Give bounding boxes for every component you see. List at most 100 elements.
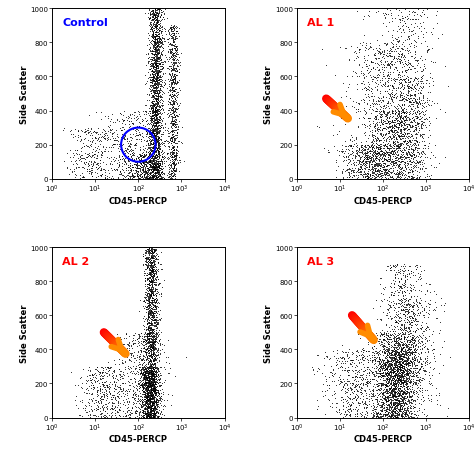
Point [393,403,401,411]
Point [371,355,379,363]
Point [80,129,87,137]
Point [345,386,352,393]
Point [406,119,414,127]
Point [383,110,391,118]
Point [155,311,163,319]
Point [152,174,159,181]
Point [400,133,407,140]
Point [412,175,419,183]
Point [142,400,149,407]
Point [338,149,346,157]
Point [369,65,376,72]
Point [386,364,394,372]
Point [150,378,158,385]
Point [153,129,161,137]
Point [171,127,178,134]
Point [411,145,419,152]
Point [133,172,140,179]
Point [149,356,156,363]
Point [155,56,163,63]
Point [153,78,160,86]
Point [142,366,149,373]
Point [395,405,402,413]
Point [149,364,156,371]
Point [136,392,144,400]
Point [408,337,416,344]
Point [146,382,154,389]
Point [169,103,177,111]
Point [373,144,381,151]
Point [383,376,390,383]
Point [145,120,152,127]
Point [358,43,365,50]
Point [146,301,154,308]
Point [156,114,164,122]
Point [377,141,384,148]
Point [147,25,155,33]
Point [150,130,157,137]
Point [146,266,153,273]
Point [376,150,383,157]
Point [390,379,397,386]
Point [379,170,386,177]
Point [158,24,166,31]
Point [148,278,155,285]
Point [147,412,155,419]
Point [416,150,423,157]
Point [360,145,367,152]
Point [412,112,419,119]
Point [401,53,408,60]
Point [148,111,156,118]
Point [153,111,161,118]
Point [385,349,393,356]
Point [147,408,155,415]
Point [144,408,152,415]
Point [389,393,397,400]
Point [147,385,155,392]
Point [383,339,391,347]
Point [172,108,179,116]
Point [377,364,384,371]
Point [146,281,153,288]
Point [390,170,398,178]
Point [147,84,155,91]
Point [146,41,153,48]
Point [163,56,171,64]
Point [153,303,161,310]
Point [151,45,159,53]
Point [170,139,177,146]
Point [376,331,384,339]
Point [140,152,147,160]
Point [149,269,157,276]
Point [136,376,143,384]
Point [148,38,156,45]
Point [360,114,367,121]
Point [94,136,102,143]
Point [151,404,158,411]
Point [356,399,364,407]
Point [426,155,434,162]
Point [149,57,157,64]
Point [384,340,392,347]
Point [383,359,390,366]
Point [371,161,379,168]
Point [408,392,416,399]
Point [148,123,155,130]
Point [390,123,398,130]
Point [167,93,175,101]
Point [151,66,158,73]
Point [141,244,148,252]
Point [391,402,398,409]
Point [155,158,162,165]
Point [84,163,91,171]
Point [416,295,424,302]
Point [147,148,155,155]
Point [141,365,149,373]
Point [141,247,149,254]
Point [392,123,399,130]
Point [136,175,143,182]
Point [401,261,408,268]
Point [396,373,404,381]
Point [147,17,155,24]
Point [376,357,384,364]
